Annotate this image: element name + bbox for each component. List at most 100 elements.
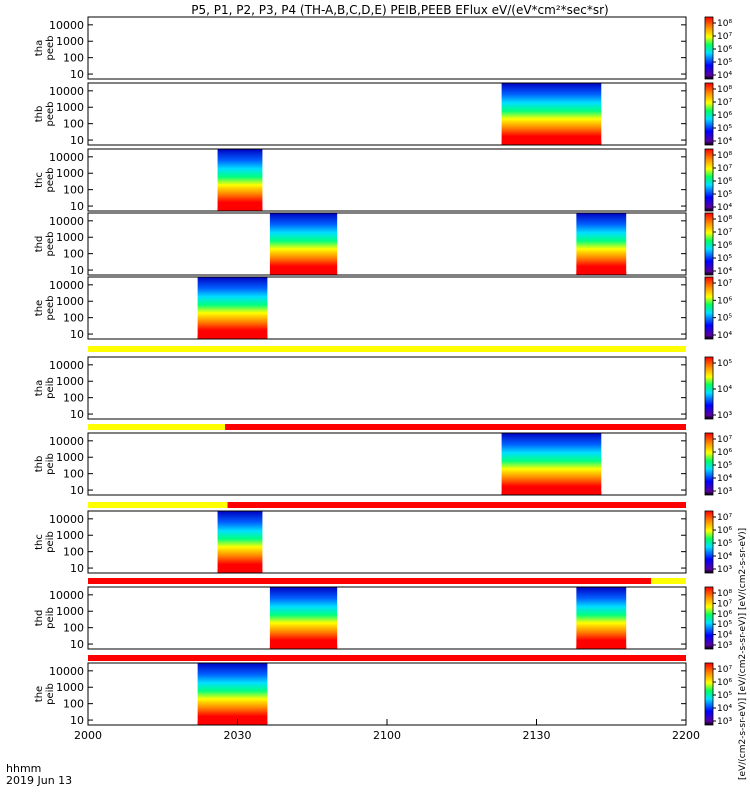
panel-product-label: peib [45,683,56,705]
spectrogram-low-energy-band [217,207,263,211]
y-tick-label: 100 [63,312,84,325]
spectrogram-low-energy-band [197,335,268,339]
panel-thb-peib: 10 100 1000 10000 thbpeib 10⁷ 10⁶ 10⁵ 10⁴ 10³ [34,424,732,497]
panel-the-peib: 10 100 1000 10000 thepeib 10⁷ 10⁶ 10⁵ 10⁴ 10³ [34,655,732,727]
panel-product-label: peeb [45,296,56,321]
colorbar-tick-label: 10⁸ [717,85,732,95]
panel-frame [87,510,687,574]
status-bar-segment [651,578,686,584]
colorbar-tick-label: 10⁸ [717,151,732,161]
panel-probe-label: thb [34,456,45,473]
colorbar [704,662,714,726]
panel-product-label: peeb [45,168,56,193]
panel-label: thepeib [34,683,56,705]
y-tick-label: 10 [70,408,84,421]
colorbar [704,586,714,650]
panel-product-label: peib [45,531,56,553]
colorbar-tick-label: 10³ [717,411,732,421]
panel-label: thcpeib [34,531,56,553]
y-tick-label: 100 [63,184,84,197]
status-bar-segment [225,424,686,430]
y-tick-label: 1000 [56,451,84,464]
colorbar-tick-label: 10⁴ [717,71,732,81]
colorbar-tick-label: 10⁴ [717,137,732,147]
y-tick-label: 10 [70,714,84,727]
colorbar-tick-label: 10⁸ [717,215,732,225]
colorbar-tick-label: 10⁶ [717,610,732,620]
spectrogram-block [501,433,602,495]
status-bar-segment [88,578,652,584]
y-tick-label: 10 [70,638,84,651]
colorbar-tick-label: 10⁴ [717,267,732,277]
colorbar-tick-label: 10⁶ [717,45,732,55]
y-tick-label: 10000 [49,513,84,526]
panel-frame [87,16,687,80]
panel-product-label: peib [45,453,56,475]
colorbar-unit-label: [eV/(cm2-s-sr-eV)] [eV/(cm2-s-sr-eV)] [e… [738,528,748,780]
spectrogram-block [197,277,268,339]
status-bar-segment [88,424,226,430]
colorbar-tick-label: 10⁴ [717,385,732,395]
panel-label: thdpeeb [34,232,56,257]
colorbar-tick-label: 10⁶ [717,526,732,536]
colorbar [704,82,714,146]
x-tick-label: 2100 [373,729,401,742]
panel-label: thepeeb [34,296,56,321]
spectrogram-low-energy-band [217,569,263,573]
panel-probe-label: thd [34,610,45,627]
x-tick-label: 2000 [74,729,102,742]
spectrogram-low-energy-band [269,645,338,649]
date-label: 2019 Jun 13 [6,774,72,787]
colorbar-tick-label: 10⁷ [717,164,732,174]
y-tick-label: 1000 [56,605,84,618]
spectrogram-block [269,213,338,275]
colorbar-tick-label: 10⁶ [717,177,732,187]
colorbar [704,16,714,80]
colorbar-tick-label: 10⁵ [717,314,732,324]
panel-background [88,277,686,339]
x-tick-label: 2130 [523,729,551,742]
y-tick-label: 10 [70,264,84,277]
spectrogram-block [217,149,263,211]
panel-label: thapeeb [34,36,56,61]
y-tick-label: 10000 [49,151,84,164]
status-bar-segment [227,502,687,508]
y-tick-label: 100 [63,546,84,559]
colorbar-tick-label: 10⁶ [717,296,732,306]
y-tick-label: 10 [70,562,84,575]
y-tick-label: 10 [70,328,84,341]
colorbar-tick-label: 10⁷ [717,599,732,609]
spectrogram-block [576,587,627,649]
spectrogram-low-energy-band [197,721,268,725]
x-tick-label: 2200 [672,729,700,742]
panel-probe-label: thc [34,534,45,550]
status-bar-segment [88,502,228,508]
y-tick-label: 1000 [56,167,84,180]
colorbar-tick-label: 10⁵ [717,539,732,549]
panel-background [88,149,686,211]
panel-frame [87,356,687,420]
panel-product-label: peib [45,377,56,399]
colorbar [704,432,714,496]
y-tick-label: 1000 [56,231,84,244]
panel-product-label: peeb [45,36,56,61]
colorbar-tick-label: 10⁶ [717,448,732,458]
spectrogram-block [197,663,268,725]
y-tick-label: 100 [63,622,84,635]
y-tick-label: 1000 [56,681,84,694]
colorbar [704,212,714,276]
colorbar-tick-label: 10³ [717,565,732,575]
panel-probe-label: thc [34,172,45,188]
y-tick-label: 100 [63,468,84,481]
y-tick-label: 100 [63,52,84,65]
spectrogram-low-energy-band [269,271,338,275]
panel-label: thapeib [34,377,56,399]
spectrogram-block [501,83,602,145]
y-tick-label: 100 [63,118,84,131]
y-tick-label: 10000 [49,215,84,228]
colorbar-tick-label: 10⁶ [717,241,732,251]
panel-product-label: peeb [45,232,56,257]
